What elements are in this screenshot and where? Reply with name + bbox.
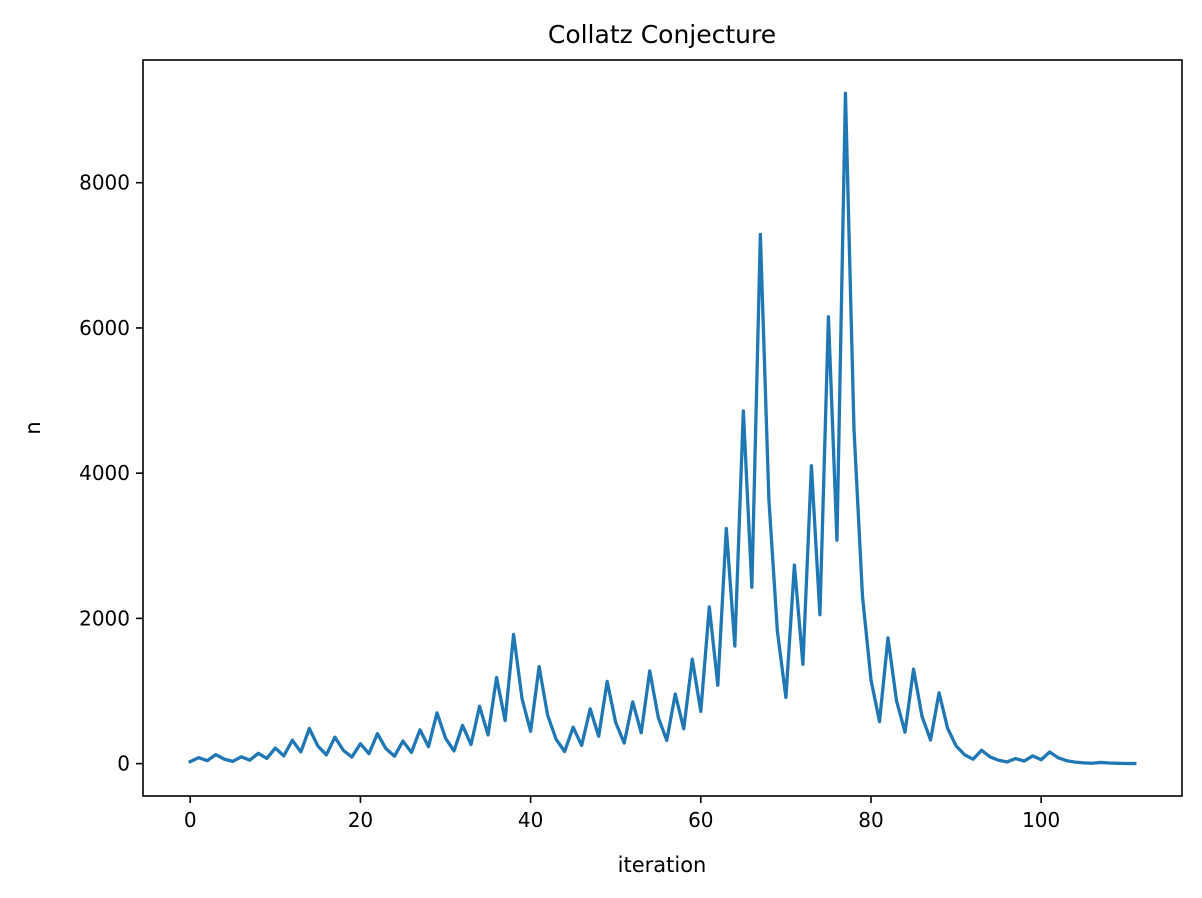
x-tick-label: 100 [1022,808,1060,832]
x-tick-label: 0 [184,808,197,832]
y-tick-label: 2000 [79,606,130,630]
x-axis-label: iteration [618,853,707,877]
x-axis: 0 20 40 60 80 100 [184,796,1060,832]
y-tick-label: 6000 [79,316,130,340]
x-tick-label: 20 [348,808,373,832]
y-tick-label: 8000 [79,171,130,195]
y-tick-label: 0 [117,752,130,776]
axes-frame [142,59,1183,797]
y-axis-label: n [21,421,45,434]
series-line [188,91,1137,766]
y-tick-label: 4000 [79,461,130,485]
x-tick-label: 40 [518,808,543,832]
y-axis: 0 2000 4000 6000 8000 [79,171,143,776]
x-tick-label: 60 [688,808,713,832]
x-tick-label: 80 [858,808,883,832]
chart-title: Collatz Conjecture [548,20,776,49]
plot-area [142,59,1183,797]
